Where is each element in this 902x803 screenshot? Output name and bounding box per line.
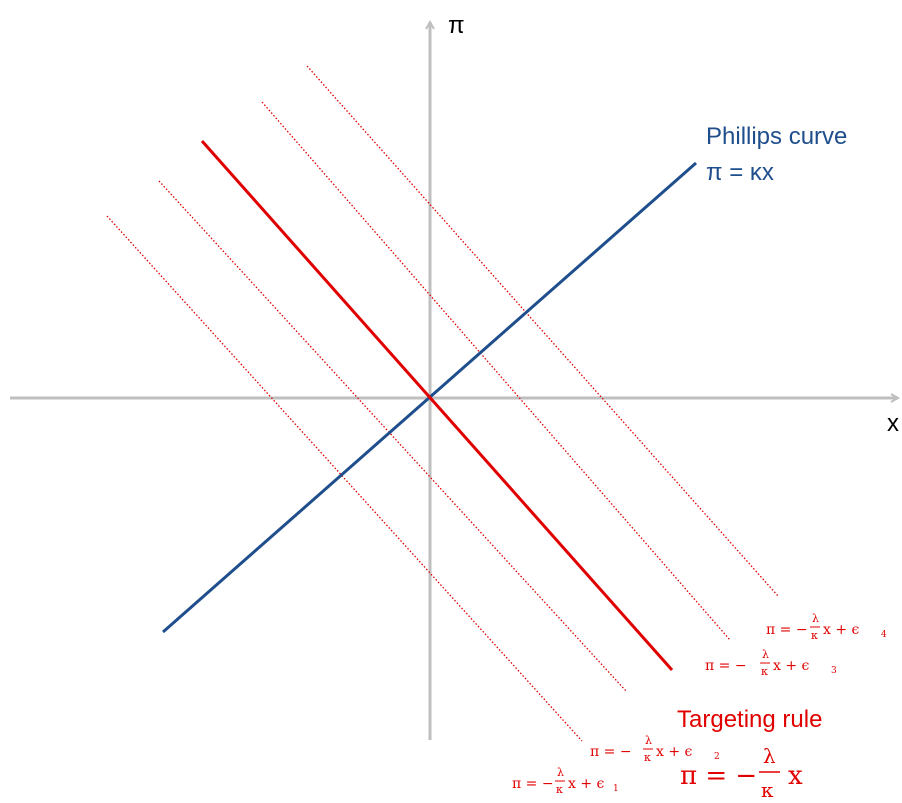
targeting-rule-equation-rhs: x [788,761,803,791]
equation-shift-3: π = − λ κ x + ϵ 3 [705,648,837,678]
targeting-rule-equation-denominator: κ [761,778,774,802]
targeting-rule-equation-lhs: π = − [680,761,757,791]
equation-3-lhs: π = − [705,658,747,674]
phillips-curve-equation: π = κx [706,159,774,186]
targeting-rule-shift-2 [158,180,627,692]
equation-1-subscript: 1 [613,784,619,794]
equation-4-lhs: π = − [766,622,808,638]
equation-2-numerator: λ [645,734,652,747]
equation-2-subscript: 2 [714,752,720,762]
equation-3-subscript: 3 [831,666,837,676]
equation-1-denominator: κ [556,783,563,796]
targeting-rule-shift-3 [261,101,731,641]
equation-4-numerator: λ [812,612,819,625]
equation-2-denominator: κ [644,751,651,764]
equation-4-rhs: x + ϵ [823,622,860,638]
equation-2-rhs: x + ϵ [656,744,693,760]
targeting-rule-equation: π = − λ κ x [680,744,803,802]
equation-4-denominator: κ [811,629,818,642]
equation-shift-1: π = − λ κ x + ϵ 1 [512,766,619,796]
equation-4-subscript: 4 [881,630,887,640]
equation-3-denominator: κ [761,665,768,678]
x-axis-label: x [887,410,899,437]
equation-shift-2: π = − λ κ x + ϵ 2 [590,734,720,764]
targeting-rule-label: Targeting rule [677,706,822,733]
targeting-rule-shift-4 [306,65,779,597]
y-axis-label: π [448,12,465,39]
targeting-rule-line [200,140,674,671]
equation-2-lhs: π = − [590,744,632,760]
phillips-curve-label: Phillips curve [706,123,847,150]
targeting-rule-shift-1 [106,215,583,742]
equation-shift-4: π = − λ κ x + ϵ 4 [766,612,887,642]
equation-1-lhs: π = − [512,776,554,792]
equation-3-numerator: λ [762,648,769,661]
equation-1-numerator: λ [557,766,564,779]
targeting-rule-equation-numerator: λ [763,744,776,768]
equation-3-rhs: x + ϵ [773,658,810,674]
equation-1-rhs: x + ϵ [568,776,605,792]
